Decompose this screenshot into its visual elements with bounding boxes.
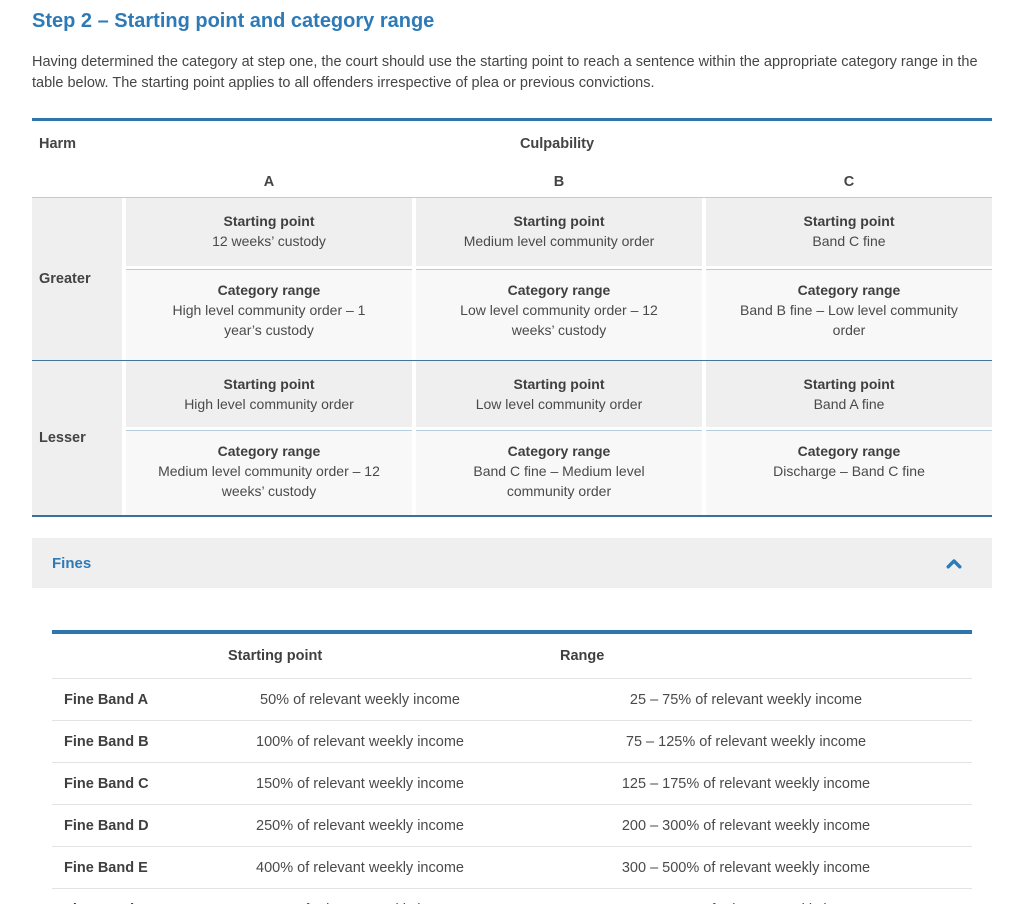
category-range-label: Category range: [507, 282, 611, 298]
category-range-value: Band B fine – Low level community order: [740, 302, 958, 338]
starting-point-label: Starting point: [223, 213, 315, 229]
fine-band-label: Fine Band F: [52, 889, 200, 904]
fine-band-label: Fine Band B: [64, 733, 149, 750]
category-range-label: Category range: [217, 443, 321, 459]
starting-point-label: Starting point: [513, 213, 605, 229]
fines-title: Fines: [52, 554, 92, 572]
fines-table: Starting point Range Fine Band A 50% of …: [52, 630, 972, 904]
fines-panel: Starting point Range Fine Band A 50% of …: [32, 588, 992, 904]
starting-point-label: Starting point: [803, 376, 895, 392]
section-divider: [32, 360, 992, 361]
sentencing-table: Harm Culpability A B C Greater Starting …: [32, 118, 992, 517]
starting-point-value: High level community order: [184, 396, 354, 412]
category-range-cell-greater-b: Category range Low level community order…: [416, 269, 702, 360]
fine-band-range: 75 – 125% of relevant weekly income: [625, 733, 867, 750]
intro-paragraph: Having determined the category at step o…: [32, 54, 978, 91]
fine-band-label: Fine Band A: [64, 691, 149, 708]
harm-header: Harm: [39, 136, 77, 152]
culpability-column-headers: A B C: [32, 167, 992, 198]
category-range-value: Band C fine – Medium level community ord…: [473, 463, 645, 499]
fines-row-band-f: Fine Band F 600% of relevant weekly inco…: [52, 889, 972, 904]
starting-point-cell-lesser-b: Starting point Low level community order: [416, 361, 702, 427]
starting-point-cell-greater-b: Starting point Medium level community or…: [416, 198, 702, 266]
category-range-cell-lesser-b: Category range Band C fine – Medium leve…: [416, 430, 702, 515]
culpability-header: Culpability: [519, 136, 595, 152]
harm-section-lesser: Lesser Starting point High level communi…: [32, 361, 992, 515]
fine-band-starting-point: 150% of relevant weekly income: [256, 775, 464, 792]
fine-band-label: Fine Band D: [64, 817, 149, 834]
fine-band-label: Fine Band E: [64, 859, 148, 876]
fine-band-starting-point: 50% of relevant weekly income: [260, 691, 460, 708]
fines-table-header-row: Starting point Range: [52, 632, 972, 679]
fines-row-band-c: Fine Band C 150% of relevant weekly inco…: [52, 763, 972, 805]
category-range-cell-lesser-c: Category range Discharge – Band C fine: [706, 430, 992, 515]
starting-point-label: Starting point: [803, 213, 895, 229]
fines-row-band-e: Fine Band E 400% of relevant weekly inco…: [52, 847, 972, 889]
starting-point-label: Starting point: [223, 376, 315, 392]
fines-row-band-d: Fine Band D 250% of relevant weekly inco…: [52, 805, 972, 847]
fine-band-range: 200 – 300% of relevant weekly income: [621, 817, 871, 834]
fines-col-range: Range: [560, 648, 605, 664]
harm-label-lesser: Lesser: [32, 361, 122, 515]
category-range-value: Medium level community order – 12 weeks’…: [158, 463, 380, 499]
fine-band-range: 300 – 500% of relevant weekly income: [621, 859, 871, 876]
category-range-label: Category range: [797, 443, 901, 459]
category-range-label: Category range: [217, 282, 321, 298]
harm-section-greater: Greater Starting point 12 weeks’ custody…: [32, 198, 992, 360]
category-range-value: High level community order – 1 year’s cu…: [172, 302, 366, 338]
fine-band-range: 125 – 175% of relevant weekly income: [621, 775, 871, 792]
fine-band-starting-point: 250% of relevant weekly income: [256, 817, 464, 834]
column-header-b: B: [553, 174, 565, 190]
page-title: Step 2 – Starting point and category ran…: [32, 10, 435, 32]
starting-point-value: Band C fine: [812, 233, 886, 249]
column-header-c: C: [843, 174, 855, 190]
starting-point-cell-lesser-c: Starting point Band A fine: [706, 361, 992, 427]
category-range-label: Category range: [507, 443, 611, 459]
starting-point-cell-lesser-a: Starting point High level community orde…: [126, 361, 412, 427]
chevron-up-icon[interactable]: [946, 558, 962, 569]
category-range-value: Low level community order – 12 weeks’ cu…: [460, 302, 658, 338]
starting-point-value: Band A fine: [813, 396, 885, 412]
category-range-cell-greater-c: Category range Band B fine – Low level c…: [706, 269, 992, 360]
starting-point-value: Low level community order: [475, 396, 643, 412]
fine-band-starting-point: 600% of relevant weekly income: [200, 889, 520, 904]
fine-band-range: 25 – 75% of relevant weekly income: [629, 691, 863, 708]
sentencing-table-header-row: Harm Culpability: [32, 121, 992, 167]
starting-point-cell-greater-c: Starting point Band C fine: [706, 198, 992, 266]
fines-col-empty: [52, 632, 200, 679]
fine-band-range: 500 – 700% of relevant weekly income: [520, 889, 972, 904]
category-range-label: Category range: [797, 282, 901, 298]
category-range-value: Discharge – Band C fine: [773, 463, 925, 479]
category-range-cell-lesser-a: Category range Medium level community or…: [126, 430, 412, 515]
fines-row-band-a: Fine Band A 50% of relevant weekly incom…: [52, 679, 972, 721]
starting-point-value: 12 weeks’ custody: [212, 233, 326, 249]
fine-band-starting-point: 400% of relevant weekly income: [256, 859, 464, 876]
fines-col-starting-point: Starting point: [228, 648, 323, 664]
fine-band-label: Fine Band C: [64, 775, 149, 792]
column-header-a: A: [263, 174, 275, 190]
fines-accordion: Fines Starting point Range: [32, 538, 992, 904]
fine-band-starting-point: 100% of relevant weekly income: [256, 733, 464, 750]
starting-point-label: Starting point: [513, 376, 605, 392]
starting-point-value: Medium level community order: [463, 233, 655, 249]
fines-accordion-header[interactable]: Fines: [32, 538, 992, 588]
fines-row-band-b: Fine Band B 100% of relevant weekly inco…: [52, 721, 972, 763]
harm-label-greater: Greater: [32, 198, 122, 360]
starting-point-cell-greater-a: Starting point 12 weeks’ custody: [126, 198, 412, 266]
category-range-cell-greater-a: Category range High level community orde…: [126, 269, 412, 360]
